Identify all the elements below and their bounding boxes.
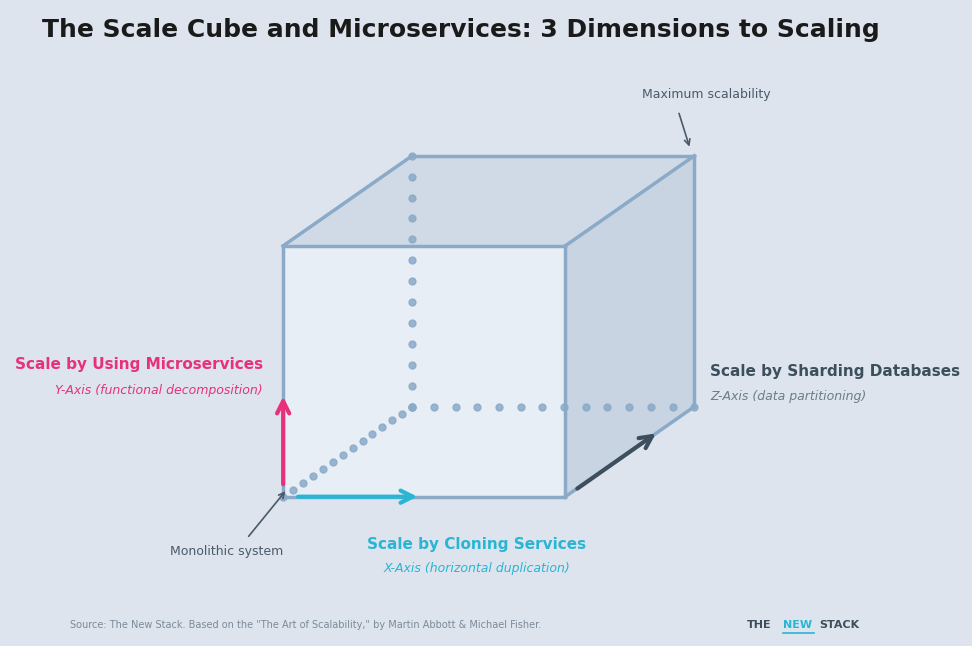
Text: Scale by Cloning Services: Scale by Cloning Services: [367, 537, 586, 552]
Text: Monolithic system: Monolithic system: [170, 545, 284, 558]
Text: X-Axis (horizontal duplication): X-Axis (horizontal duplication): [383, 562, 570, 575]
Text: The Scale Cube and Microservices: 3 Dimensions to Scaling: The Scale Cube and Microservices: 3 Dime…: [42, 18, 880, 43]
Text: Y-Axis (functional decomposition): Y-Axis (functional decomposition): [55, 384, 263, 397]
Text: Z-Axis (data partitioning): Z-Axis (data partitioning): [711, 390, 867, 404]
Text: NEW: NEW: [783, 620, 813, 630]
Polygon shape: [283, 246, 566, 497]
Text: Scale by Sharding Databases: Scale by Sharding Databases: [711, 364, 960, 379]
Text: Scale by Using Microservices: Scale by Using Microservices: [15, 357, 263, 372]
Text: THE: THE: [746, 620, 772, 630]
Text: STACK: STACK: [819, 620, 859, 630]
Polygon shape: [566, 156, 694, 497]
Text: Source: The New Stack. Based on the "The Art of Scalability," by Martin Abbott &: Source: The New Stack. Based on the "The…: [70, 620, 540, 630]
Polygon shape: [283, 156, 694, 246]
Text: Maximum scalability: Maximum scalability: [642, 88, 771, 101]
